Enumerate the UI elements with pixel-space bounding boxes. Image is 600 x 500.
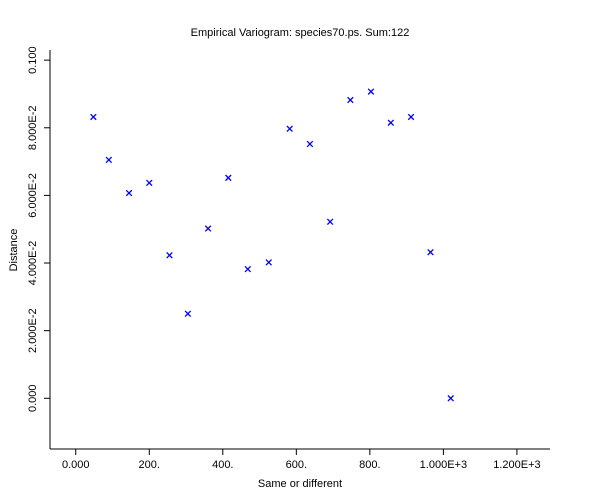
x-tick-label: 0.000 (62, 459, 90, 471)
data-point (184, 310, 192, 318)
y-tick-label: 4.000E-2 (27, 241, 39, 286)
data-points (90, 88, 454, 402)
data-point (90, 113, 97, 121)
y-tick-label: 0.100 (27, 46, 39, 74)
data-point (407, 113, 415, 121)
data-point (326, 218, 334, 226)
data-point (146, 179, 153, 187)
x-tick-label: 1.200E+3 (493, 459, 540, 471)
data-point (125, 189, 133, 197)
chart-title: Empirical Variogram: species70.ps. Sum:1… (191, 27, 410, 39)
data-point (286, 125, 293, 133)
y-tick-label: 8.000E-2 (27, 105, 39, 150)
data-point (166, 251, 173, 259)
data-point (105, 156, 113, 164)
x-tick-label: 400. (212, 459, 233, 471)
data-point (204, 225, 212, 232)
data-point (244, 265, 252, 273)
x-tick-label: 200. (139, 459, 160, 471)
data-point (306, 140, 314, 148)
data-point (225, 174, 232, 182)
x-axis-ticks: 0.000 200. 400. 600. 800. 1.000E+3 1.200E+3 (62, 449, 541, 471)
data-point (265, 259, 273, 266)
data-point (387, 119, 395, 126)
data-point (427, 248, 434, 256)
y-axis-label: Distance (8, 229, 20, 272)
x-tick-label: 600. (286, 459, 307, 471)
x-tick-label: 800. (359, 459, 380, 471)
y-tick-label: 6.000E-2 (27, 173, 39, 218)
x-axis-label: Same or different (258, 478, 342, 490)
x-tick-label: 1.000E+3 (420, 459, 467, 471)
data-point (447, 395, 454, 402)
y-tick-label: 2.000E-2 (27, 308, 39, 353)
data-point (367, 88, 375, 95)
data-point (347, 96, 354, 104)
y-axis-ticks: 0.000 2.000E-2 4.000E-2 6.000E-2 8.000E-2 0.1… (27, 46, 50, 412)
y-tick-label: 0.000 (27, 385, 39, 413)
